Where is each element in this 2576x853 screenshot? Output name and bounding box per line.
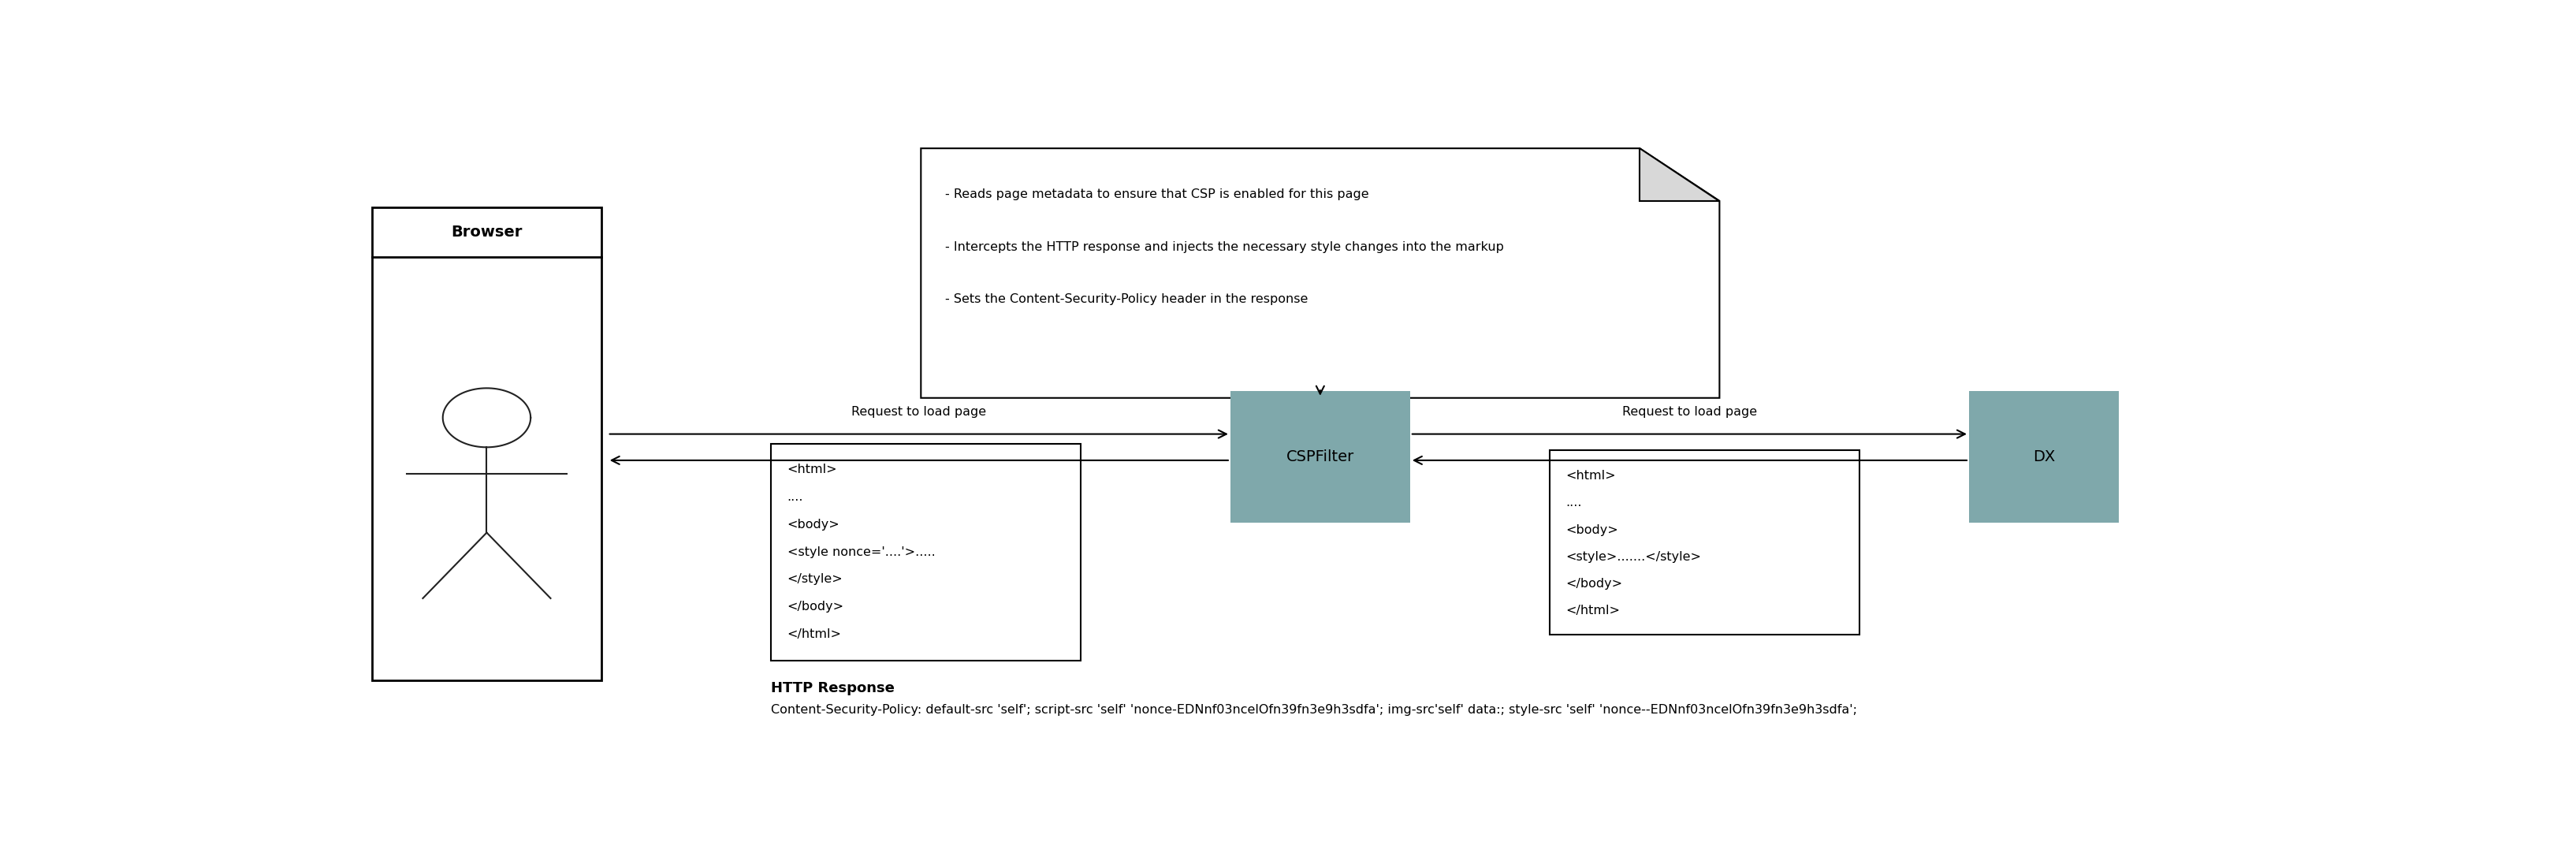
Polygon shape [1638, 148, 1721, 200]
FancyBboxPatch shape [770, 444, 1082, 660]
Polygon shape [920, 148, 1721, 397]
Text: <style>.......</style>: <style>.......</style> [1566, 551, 1700, 563]
Text: ....: .... [788, 491, 804, 503]
FancyBboxPatch shape [1968, 392, 2117, 523]
Text: </body>: </body> [788, 601, 845, 612]
Text: </body>: </body> [1566, 577, 1623, 589]
Text: - Reads page metadata to ensure that CSP is enabled for this page: - Reads page metadata to ensure that CSP… [945, 189, 1368, 200]
Text: </html>: </html> [788, 629, 842, 640]
Text: Request to load page: Request to load page [1623, 406, 1757, 418]
Text: - Sets the Content-Security-Policy header in the response: - Sets the Content-Security-Policy heade… [945, 293, 1309, 305]
Text: <body>: <body> [1566, 524, 1618, 536]
Text: <body>: <body> [788, 519, 840, 531]
Text: CSPFilter: CSPFilter [1285, 450, 1355, 465]
Text: </style>: </style> [788, 573, 842, 585]
Text: Request to load page: Request to load page [853, 406, 987, 418]
FancyBboxPatch shape [1551, 450, 1860, 635]
Text: </html>: </html> [1566, 605, 1620, 617]
Text: Content-Security-Policy: default-src 'self'; script-src 'self' 'nonce-EDNnf03nce: Content-Security-Policy: default-src 'se… [770, 704, 1857, 716]
FancyBboxPatch shape [1231, 392, 1409, 523]
Text: <html>: <html> [788, 464, 837, 475]
FancyBboxPatch shape [371, 207, 603, 681]
Text: HTTP Response: HTTP Response [770, 682, 894, 695]
Text: ....: .... [1566, 497, 1582, 509]
Text: Browser: Browser [451, 224, 523, 240]
Text: DX: DX [2032, 450, 2056, 465]
Text: <html>: <html> [1566, 470, 1615, 482]
Text: <style nonce='....'>.....: <style nonce='....'>..... [788, 546, 935, 558]
Text: - Intercepts the HTTP response and injects the necessary style changes into the : - Intercepts the HTTP response and injec… [945, 241, 1504, 252]
